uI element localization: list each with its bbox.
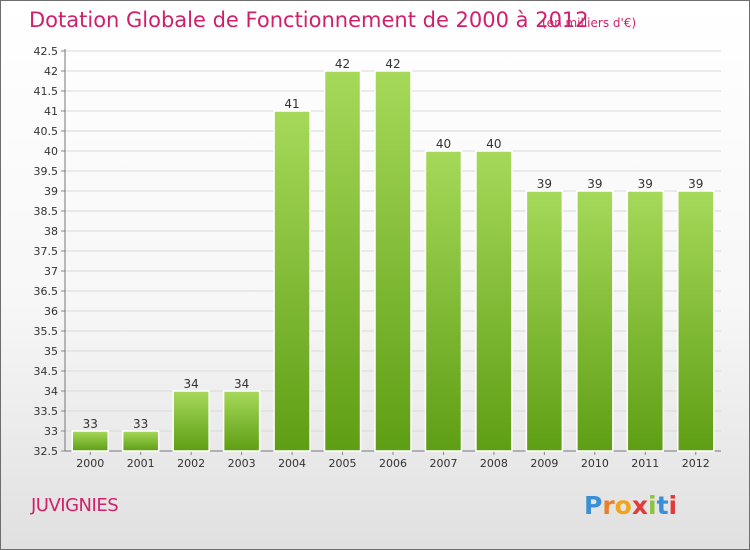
x-tick-label: 2009 — [530, 457, 558, 470]
bar-2004 — [273, 110, 311, 452]
y-tick-label: 39 — [44, 185, 58, 198]
bar-2008 — [475, 150, 513, 452]
data-label-2007: 40 — [436, 137, 451, 151]
data-label-2006: 42 — [385, 57, 400, 71]
x-tick-label: 2010 — [581, 457, 609, 470]
y-tick-label: 40.5 — [34, 125, 59, 138]
logo-letter: i — [648, 491, 657, 520]
data-label-2011: 39 — [638, 177, 653, 191]
bar-2007 — [424, 150, 463, 452]
logo-letter: t — [656, 491, 669, 520]
x-tick-label: 2011 — [631, 457, 659, 470]
x-tick-label: 2007 — [429, 457, 457, 470]
logo-letter: o — [614, 491, 632, 520]
data-label-2012: 39 — [688, 177, 703, 191]
y-tick-label: 39.5 — [34, 165, 59, 178]
data-label-2010: 39 — [587, 177, 602, 191]
y-tick-label: 36 — [44, 305, 58, 318]
y-tick-label: 38.5 — [34, 205, 59, 218]
y-tick-label: 42 — [44, 65, 58, 78]
x-tick-label: 2012 — [682, 457, 710, 470]
y-tick-label: 37.5 — [34, 245, 59, 258]
data-label-2003: 34 — [234, 377, 249, 391]
x-tick-label: 2008 — [480, 457, 508, 470]
y-tick-label: 35 — [44, 345, 58, 358]
bar-2000 — [71, 430, 109, 452]
x-tick-label: 2003 — [228, 457, 256, 470]
data-label-2005: 42 — [335, 57, 350, 71]
x-tick-label: 2002 — [177, 457, 205, 470]
chart-subtitle: (en milliers d'€) — [542, 16, 637, 30]
y-tick-label: 35.5 — [34, 325, 59, 338]
data-label-2009: 39 — [537, 177, 552, 191]
bar-2009 — [525, 190, 564, 452]
data-label-2001: 33 — [133, 417, 148, 431]
x-tick-label: 2005 — [329, 457, 357, 470]
y-tick-label: 41 — [44, 105, 58, 118]
y-tick-label: 37 — [44, 265, 58, 278]
logo-letter: P — [584, 491, 603, 520]
y-tick-label: 34.5 — [34, 365, 59, 378]
bar-2002 — [172, 390, 210, 452]
logo-letter: r — [602, 491, 615, 520]
logo-letter: i — [668, 491, 678, 520]
y-tick-label: 34 — [44, 385, 58, 398]
commune-name: JUVIGNIES — [31, 495, 119, 516]
logo-letter: x — [631, 491, 648, 520]
y-tick-label: 33.5 — [34, 405, 59, 418]
bar-2010 — [576, 190, 614, 452]
data-label-2004: 41 — [284, 97, 299, 111]
y-tick-label: 36.5 — [34, 285, 59, 298]
chart-title: Dotation Globale de Fonctionnement de 20… — [29, 8, 589, 32]
data-label-2008: 40 — [486, 137, 501, 151]
bar-2011 — [626, 190, 665, 452]
x-tick-label: 2004 — [278, 457, 306, 470]
y-tick-label: 33 — [44, 425, 58, 438]
x-tick-label: 2006 — [379, 457, 407, 470]
data-label-2000: 33 — [83, 417, 98, 431]
y-tick-label: 41.5 — [34, 85, 59, 98]
bar-2006 — [374, 70, 412, 452]
x-tick-label: 2000 — [76, 457, 104, 470]
y-tick-label: 42.5 — [34, 45, 59, 58]
y-tick-label: 40 — [44, 145, 58, 158]
bar-2005 — [323, 70, 362, 452]
x-tick-label: 2001 — [127, 457, 155, 470]
bar-2001 — [121, 430, 160, 452]
proxiti-logo[interactable]: Proxiti — [584, 491, 677, 520]
y-tick-label: 38 — [44, 225, 58, 238]
data-label-2002: 34 — [184, 377, 199, 391]
bar-2003 — [222, 390, 261, 452]
bar-2012 — [677, 190, 715, 452]
y-tick-label: 32.5 — [34, 445, 59, 458]
